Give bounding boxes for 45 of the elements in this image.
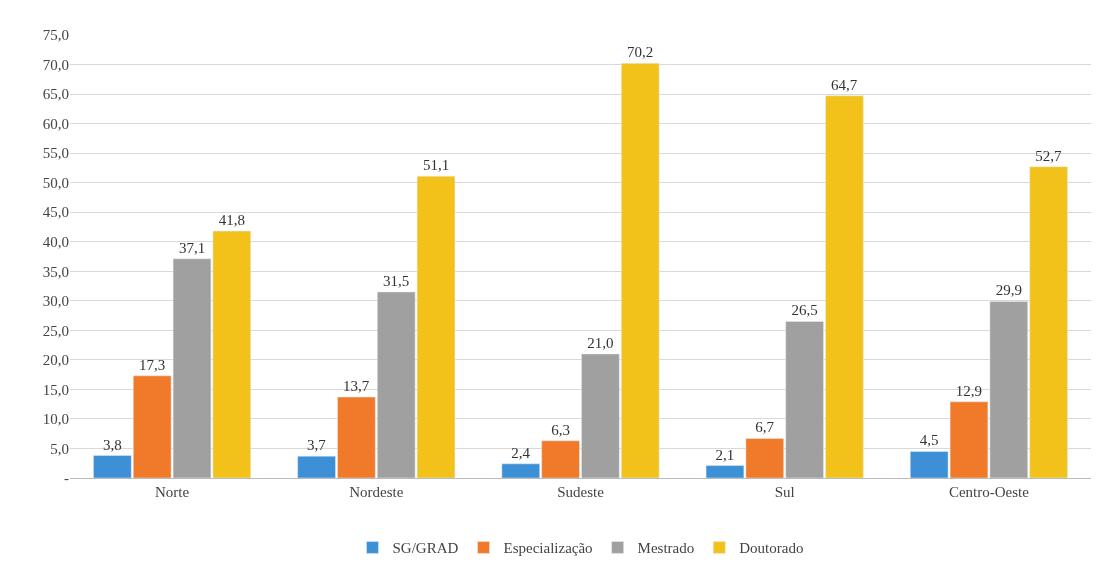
y-tick-label: 30,0 [42, 293, 69, 310]
x-tick-label: Centro-Oeste [948, 484, 1030, 500]
data-label: 37,1 [178, 239, 206, 256]
legend-label: SG/GRAD [392, 540, 459, 557]
y-tick-label: 20,0 [42, 352, 69, 369]
data-label: 3,8 [103, 436, 122, 453]
data-label: 2,1 [715, 446, 735, 463]
x-tick-label: Norte [155, 484, 190, 500]
data-label: 2,4 [511, 444, 531, 461]
data-label: 52,7 [1035, 147, 1062, 164]
data-label: 6,7 [755, 419, 775, 436]
x-tick-label: Nordeste [349, 484, 404, 500]
y-tick-label: 15,0 [42, 381, 69, 398]
data-label: 26,5 [791, 302, 818, 319]
y-tick-label: 5,0 [50, 440, 69, 457]
x-tick-label: Sul [774, 484, 795, 500]
y-tick-label: 70,0 [42, 56, 69, 73]
y-tick-label: 10,0 [42, 411, 69, 428]
data-label: 41,8 [218, 212, 245, 229]
data-label: 51,1 [422, 157, 450, 174]
data-label: 31,5 [383, 272, 410, 289]
data-label: 70,2 [627, 44, 654, 61]
data-label: 12,9 [955, 382, 983, 399]
legend-label: Mestrado [637, 540, 695, 557]
data-label: 13,7 [343, 378, 370, 395]
legend-label: Especialização [503, 540, 593, 557]
y-tick-label: 25,0 [42, 322, 69, 339]
y-tick-label: - [64, 470, 69, 487]
y-tick-label: 75,0 [42, 27, 69, 44]
data-label: 64,7 [831, 76, 858, 93]
y-tick-label: 60,0 [42, 115, 69, 132]
y-tick-label: 35,0 [42, 263, 69, 280]
y-tick-label: 45,0 [42, 204, 69, 221]
data-label: 4,5 [919, 432, 939, 449]
data-label: 6,3 [551, 421, 570, 438]
data-label: 17,3 [139, 356, 166, 373]
data-label: 29,9 [995, 282, 1022, 299]
data-label: 21,0 [587, 334, 614, 351]
y-tick-label: 65,0 [42, 86, 69, 103]
x-tick-label: Sudeste [557, 484, 605, 500]
legend-label: Doutorado [739, 540, 804, 557]
data-label: 3,7 [306, 437, 327, 454]
y-tick-label: 50,0 [42, 174, 69, 191]
y-tick-label: 40,0 [42, 233, 69, 250]
y-tick-label: 55,0 [42, 145, 69, 162]
